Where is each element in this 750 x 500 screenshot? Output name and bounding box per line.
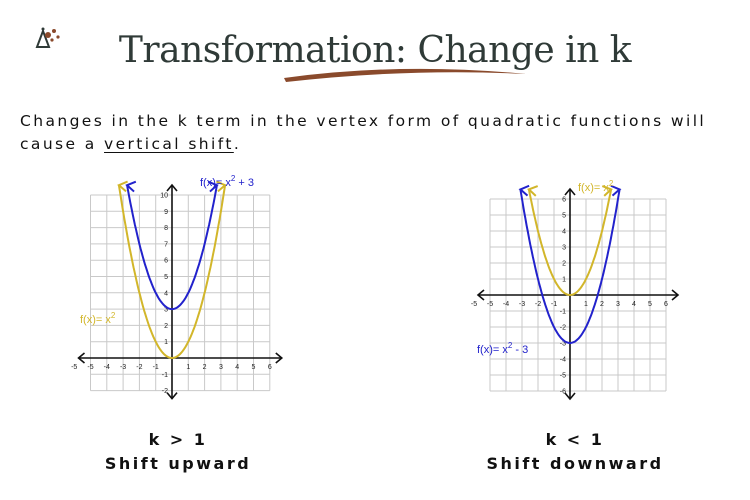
logo: [34, 25, 64, 53]
x-tick-label: -5: [487, 301, 493, 308]
equation-label-transformed: f(x)= x2 + 3: [200, 174, 254, 189]
y-tick-label: 3: [562, 245, 566, 252]
y-axis-top-arrow: [564, 187, 576, 196]
x-tick-label: 5: [648, 301, 652, 308]
caption-condition: k > 1: [148, 430, 208, 449]
x-tick-label: -5: [71, 364, 77, 371]
caption-condition: k < 1: [545, 430, 605, 449]
y-tick-label: -2: [560, 325, 566, 332]
parabola-arrow: [601, 185, 613, 197]
x-axis-left-arrow: [476, 289, 485, 301]
x-tick-label: -2: [136, 364, 142, 371]
x-tick-label: -2: [535, 301, 541, 308]
x-tick-label: -1: [551, 301, 557, 308]
y-tick-label: 6: [562, 197, 566, 204]
graph-shift-downward: -5 -5 -4 -3 -2 -1 1 2 3 4 5 6 6 5 4 3 2 1 -1 -2 -3 -4 -5 -6 f(x)…: [471, 179, 680, 401]
equation-label-parent: f(x)= x2: [80, 311, 116, 326]
x-tick-label: 4: [235, 364, 239, 371]
x-tick-label: 1: [584, 301, 588, 308]
parabola-arrow: [518, 184, 530, 197]
x-axis-right-arrow: [671, 289, 680, 301]
x-tick-label: -4: [104, 364, 110, 371]
x-tick-label: -3: [120, 364, 126, 371]
intro-period: .: [233, 135, 242, 153]
page-title: Transformation: Change in k: [118, 30, 632, 71]
caption-shift-downward: k < 1 Shift downward: [470, 428, 680, 476]
y-tick-label: 7: [164, 241, 168, 248]
y-tick-label: 5: [164, 274, 168, 281]
title-underline-swoosh: [284, 68, 526, 82]
parabola-arrow: [117, 180, 128, 193]
x-tick-label: 2: [600, 301, 604, 308]
x-axis-left-arrow: [77, 352, 86, 364]
y-tick-label: 1: [164, 339, 168, 346]
x-tick-label: -4: [503, 301, 509, 308]
equation-label-parent: f(x)= x2: [578, 179, 614, 194]
y-tick-label: -3: [560, 341, 566, 348]
y-axis-top-arrow: [166, 183, 178, 192]
parabola-curve: [527, 189, 613, 297]
x-tick-label: 6: [664, 301, 668, 308]
x-tick-label: 2: [203, 364, 207, 371]
vertical-shift-term: vertical shift: [104, 135, 234, 153]
y-axis-bottom-arrow: [166, 392, 178, 400]
y-tick-label: 5: [562, 213, 566, 220]
x-tick-label: -5: [87, 364, 93, 371]
graph-shift-upward: -5 -5 -4 -3 -2 -1 1 2 3 4 5 6 10 9 8 7 6 5 4 3 2 1 -1 -2 f(x)= x…: [71, 174, 284, 400]
y-axis-bottom-arrow: [564, 392, 576, 401]
y-tick-label: 6: [164, 258, 168, 265]
y-tick-label: -2: [162, 388, 168, 395]
parabola-curve: [519, 189, 621, 345]
y-tick-label: 2: [562, 261, 566, 268]
y-tick-label: 9: [164, 209, 168, 216]
parabola-arrow: [216, 180, 227, 193]
x-tick-label: 3: [616, 301, 620, 308]
caption-shift-upward: k > 1 Shift upward: [88, 428, 268, 476]
y-tick-label: 3: [164, 307, 168, 314]
caption-description: Shift upward: [104, 454, 252, 473]
parabola-curve: [117, 185, 227, 360]
intro-paragraph: Changes in the k term in the vertex form…: [20, 110, 740, 156]
y-tick-label: -1: [560, 309, 566, 316]
equation-label-transformed: f(x)= x2 - 3: [477, 341, 528, 356]
y-tick-label: 4: [562, 229, 566, 236]
parabola-curve: [126, 185, 218, 311]
x-tick-label: -1: [153, 364, 159, 371]
y-tick-label: -4: [560, 357, 566, 364]
y-tick-label: 2: [164, 323, 168, 330]
caption-description: Shift downward: [486, 454, 664, 473]
y-tick-label: -1: [162, 372, 168, 379]
y-tick-label: 4: [164, 290, 168, 297]
parabola-arrow: [125, 180, 137, 193]
parabola-arrow: [527, 185, 539, 197]
x-tick-label: 4: [632, 301, 636, 308]
intro-text: Changes in the k term in the vertex form…: [20, 112, 707, 153]
x-tick-label: 6: [268, 364, 272, 371]
parabola-arrow: [207, 180, 219, 193]
y-tick-label: 8: [164, 225, 168, 232]
y-tick-label: 10: [160, 193, 168, 200]
y-tick-label: -6: [560, 389, 566, 396]
y-tick-label: 1: [562, 277, 566, 284]
x-axis-right-arrow: [275, 352, 284, 364]
x-tick-label: -3: [519, 301, 525, 308]
x-tick-label: -5: [471, 301, 477, 308]
y-tick-label: -5: [560, 373, 566, 380]
x-tick-label: 5: [252, 364, 256, 371]
parabola-arrow: [610, 184, 622, 197]
x-tick-label: 1: [186, 364, 190, 371]
x-tick-label: 3: [219, 364, 223, 371]
